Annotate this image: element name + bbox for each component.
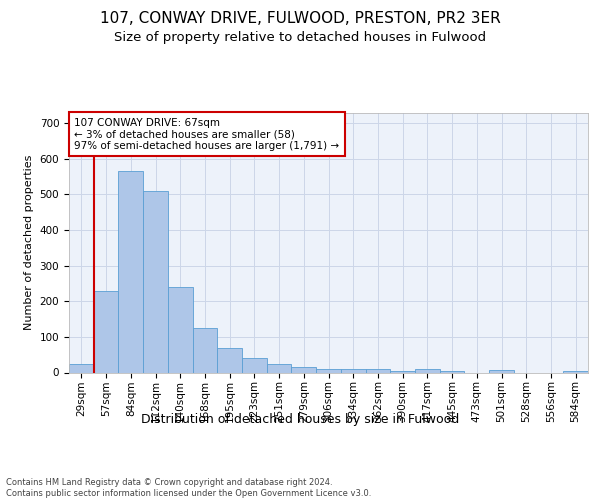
Bar xyxy=(292,367,316,372)
Bar xyxy=(563,370,588,372)
Text: Distribution of detached houses by size in Fulwood: Distribution of detached houses by size … xyxy=(141,412,459,426)
Bar xyxy=(242,358,267,372)
Text: Size of property relative to detached houses in Fulwood: Size of property relative to detached ho… xyxy=(114,31,486,44)
Bar xyxy=(267,364,292,372)
Bar xyxy=(365,369,390,372)
Bar xyxy=(341,369,365,372)
Text: Contains HM Land Registry data © Crown copyright and database right 2024.
Contai: Contains HM Land Registry data © Crown c… xyxy=(6,478,371,498)
Bar xyxy=(489,370,514,372)
Bar xyxy=(118,172,143,372)
Text: 107 CONWAY DRIVE: 67sqm
← 3% of detached houses are smaller (58)
97% of semi-det: 107 CONWAY DRIVE: 67sqm ← 3% of detached… xyxy=(74,118,340,151)
Bar xyxy=(217,348,242,372)
Bar xyxy=(415,369,440,372)
Bar xyxy=(69,364,94,372)
Bar xyxy=(168,287,193,372)
Y-axis label: Number of detached properties: Number of detached properties xyxy=(24,155,34,330)
Bar xyxy=(316,369,341,372)
Bar xyxy=(94,292,118,372)
Bar xyxy=(143,191,168,372)
Bar xyxy=(193,328,217,372)
Text: 107, CONWAY DRIVE, FULWOOD, PRESTON, PR2 3ER: 107, CONWAY DRIVE, FULWOOD, PRESTON, PR2… xyxy=(100,11,500,26)
